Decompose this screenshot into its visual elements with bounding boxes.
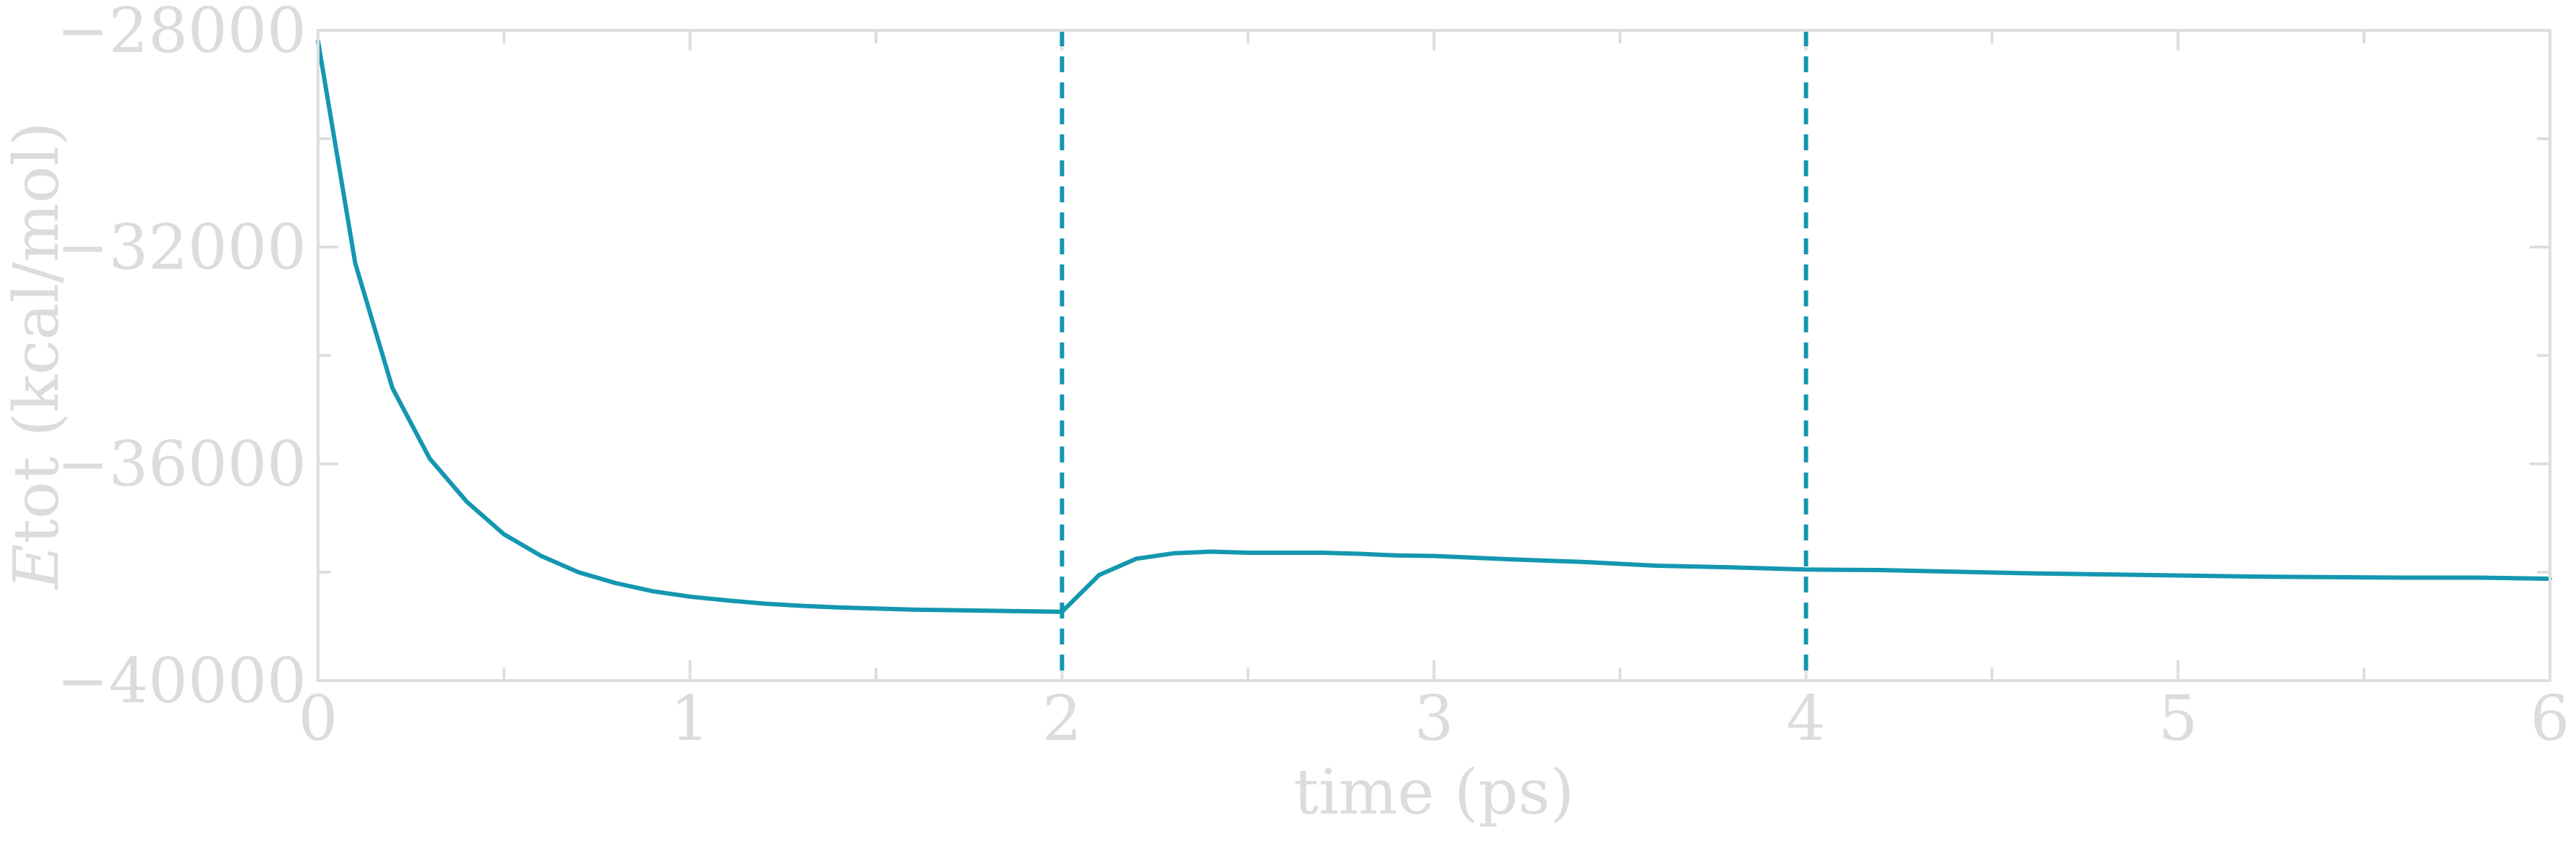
x-tick-label: 5	[2158, 683, 2198, 755]
x-tick-label: 1	[670, 683, 710, 755]
x-axis-label: time (ps)	[1294, 756, 1574, 829]
y-tick-label: −40000	[56, 645, 306, 717]
x-tick-label: 4	[1786, 683, 1826, 755]
y-axis-label: Etot (kcal/mol)	[1, 122, 73, 591]
x-tick-label: 2	[1042, 683, 1082, 755]
y-tick-label: −32000	[56, 212, 306, 284]
y-axis-label-symbol: E	[1, 544, 73, 591]
x-tick-label: 0	[299, 683, 338, 755]
x-axis-ticks: 0 1 2 3 4 5 6	[299, 30, 2570, 755]
y-axis-label-rest: tot (kcal/mol)	[1, 122, 73, 544]
y-axis-ticks: −28000 −32000 −36000 −40000	[56, 0, 2550, 717]
x-tick-label: 3	[1414, 683, 1454, 755]
series-line	[316, 39, 2552, 614]
x-tick-label: 6	[2530, 683, 2570, 755]
vertical-markers	[1060, 30, 1808, 681]
series-group	[316, 39, 2552, 614]
plot-frame	[317, 29, 2551, 682]
y-tick-label: −28000	[56, 0, 306, 67]
y-tick-label: −36000	[56, 428, 306, 501]
